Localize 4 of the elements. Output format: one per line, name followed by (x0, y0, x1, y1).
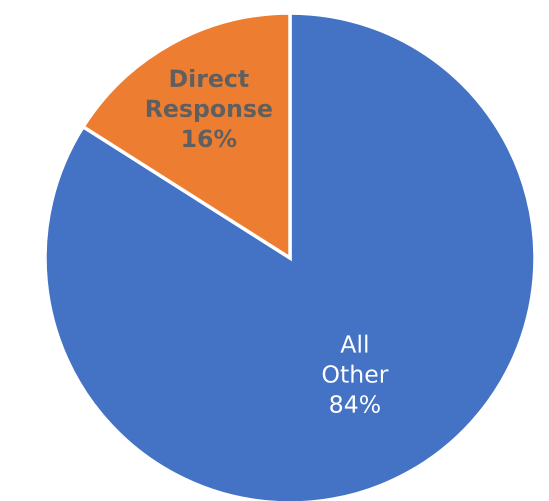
data-label: 16% (183, 129, 236, 148)
slice-label: Direct Response (146, 68, 272, 122)
slice-label: All Other (322, 334, 388, 383)
data-label: 84% (330, 395, 380, 413)
